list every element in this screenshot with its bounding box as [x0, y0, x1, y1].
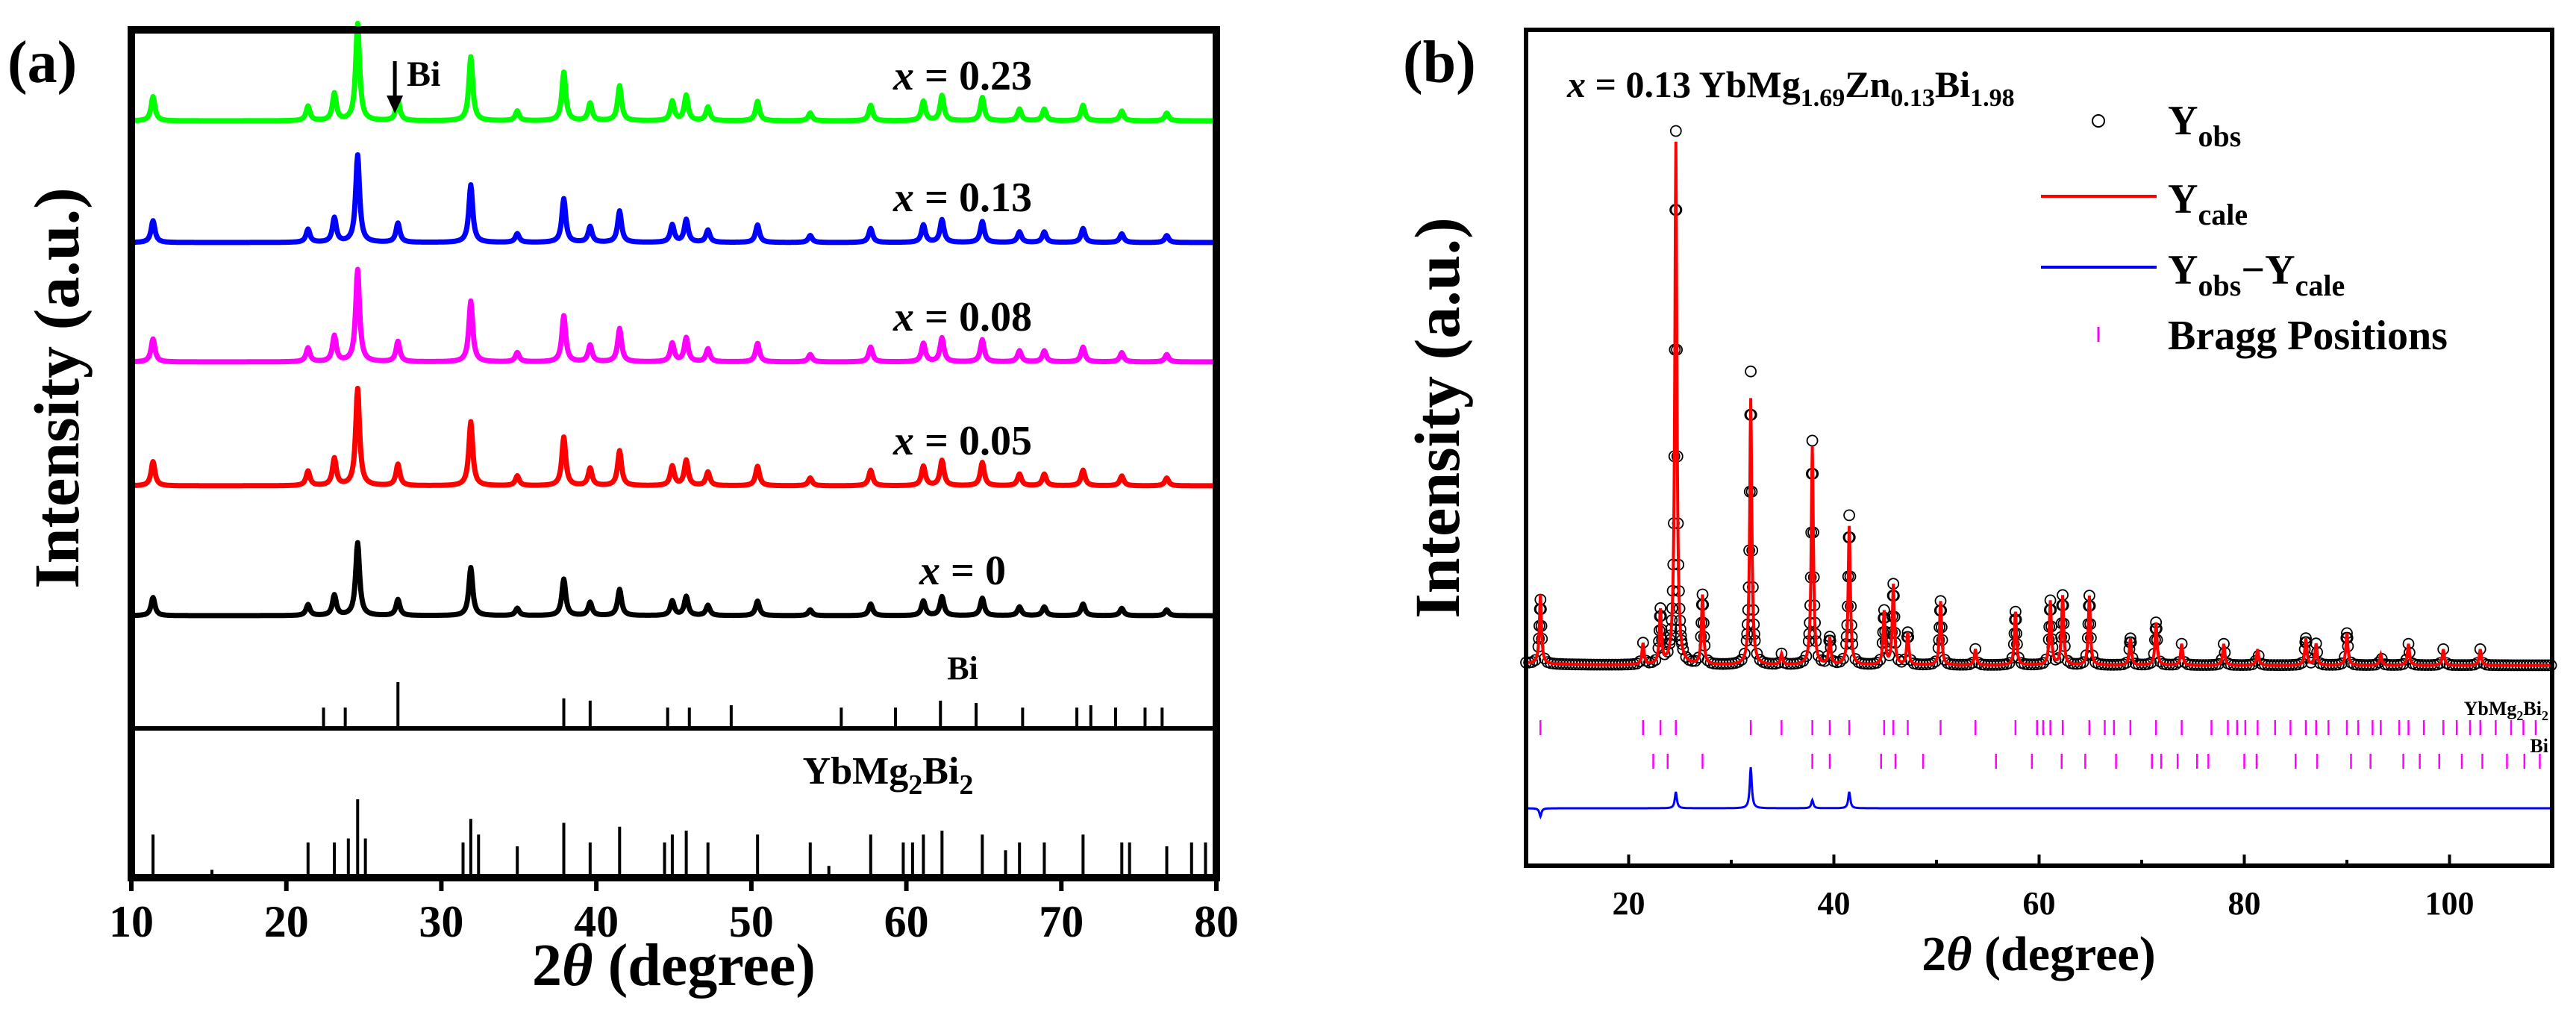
- panel-a-label: (a): [7, 30, 77, 96]
- bi-impurity-arrow: [387, 61, 404, 113]
- pattern-series-0: [129, 20, 1219, 124]
- panel-b-legend: Yobs Ycale Yobs−Ycale Bragg Positions: [2041, 98, 2448, 359]
- panel-b-frame: [1524, 28, 2554, 868]
- observed-point: [1732, 656, 1745, 668]
- panel-b-plot-area: [1520, 125, 2557, 819]
- observed-point: [1843, 509, 1856, 522]
- panel-a-x-tick-label: 40: [574, 897, 619, 946]
- panel-a-xlabel: 2θ (degree): [532, 933, 816, 999]
- legend-ycalc-label: Ycale: [2168, 176, 2248, 231]
- panel-a-x-tick-label: 50: [729, 897, 774, 946]
- panel-b: (b) Intensity (a.u.) x = 0.13 YbMg1.69Zn…: [1401, 28, 2557, 981]
- panel-b-title: x = 0.13 YbMg1.69Zn0.13Bi1.98: [1566, 63, 2015, 112]
- series-label-0: x = 0.23: [892, 53, 1032, 99]
- observed-point: [2304, 656, 2317, 669]
- observed-point: [1836, 652, 1849, 665]
- pattern-series-3: [129, 385, 1219, 489]
- panel-b-ylabel: Intensity (a.u.): [1401, 217, 1473, 619]
- bragg-row-ybmg2bi2-label: YbMg2Bi2: [2464, 698, 2548, 723]
- series-label-1: x = 0.13: [892, 175, 1032, 221]
- observed-point: [1735, 654, 1748, 666]
- observed-point: [1658, 648, 1671, 660]
- panel-a-x-tick-label: 80: [1194, 897, 1239, 946]
- panel-a-x-axis: 10 20 30 40 50 60 70 80: [109, 878, 1239, 946]
- legend-bragg-label: Bragg Positions: [2168, 313, 2448, 359]
- bi-impurity-label: Bi: [407, 54, 440, 94]
- difference-line: [1526, 766, 2552, 819]
- observed-point: [1745, 365, 1757, 378]
- observed-point: [1895, 655, 1908, 668]
- panel-b-x-tick-label: 80: [2228, 885, 2261, 922]
- panel-a-ylabel: Intensity (a.u.): [21, 187, 93, 589]
- panel-b-x-tick-label: 60: [2023, 885, 2056, 922]
- panel-a: (a) Intensity (a.u.) x = 0.23x = 0.13x =…: [7, 20, 1239, 999]
- legend-yobs-marker: [2092, 114, 2105, 128]
- panel-b-x-axis: 20 40 60 80 100: [1525, 855, 2554, 922]
- panel-b-label: (b): [1403, 30, 1476, 96]
- pattern-series-1: [129, 152, 1219, 246]
- observed-point: [1929, 655, 1942, 668]
- panel-a-plot-area: x = 0.23 x = 0.13 x = 0.08 x = 0.05 x = 0 Bi: [129, 20, 1219, 878]
- bi-reference-label: Bi: [947, 650, 978, 687]
- panel-a-x-tick-label: 10: [109, 897, 154, 946]
- panel-a-x-tick-label: 70: [1039, 897, 1084, 946]
- panel-a-x-tick-label: 20: [264, 897, 309, 946]
- series-label-3: x = 0.05: [892, 418, 1032, 464]
- legend-diff-label: Yobs−Ycale: [2168, 247, 2345, 302]
- legend-yobs-label: Yobs: [2168, 98, 2241, 153]
- observed-point: [1806, 434, 1819, 447]
- panel-b-xlabel: 2θ (degree): [1922, 927, 2155, 981]
- panel-b-x-tick-label: 40: [1818, 885, 1851, 922]
- pattern-series-2: [129, 266, 1219, 365]
- observed-point: [1649, 654, 1662, 666]
- observed-point: [2077, 656, 2089, 669]
- series-label-2: x = 0.08: [892, 294, 1032, 340]
- panel-a-frame: [128, 26, 1220, 881]
- observed-point: [1849, 653, 1862, 665]
- pattern-series-4: [129, 540, 1219, 619]
- observed-point: [1529, 654, 1542, 666]
- bragg-row-bi-label: Bi: [2530, 735, 2548, 757]
- panel-a-x-tick-label: 30: [419, 897, 463, 946]
- panel-b-x-tick-label: 20: [1613, 885, 1645, 922]
- observed-point: [1669, 125, 1682, 137]
- calculated-line: [1526, 141, 2552, 667]
- panel-a-x-tick-label: 60: [884, 897, 929, 946]
- panel-b-x-tick-label: 100: [2425, 885, 2475, 922]
- ybmg2bi2-reference-label: YbMg2Bi2: [803, 750, 974, 801]
- series-label-4: x = 0: [919, 548, 1006, 594]
